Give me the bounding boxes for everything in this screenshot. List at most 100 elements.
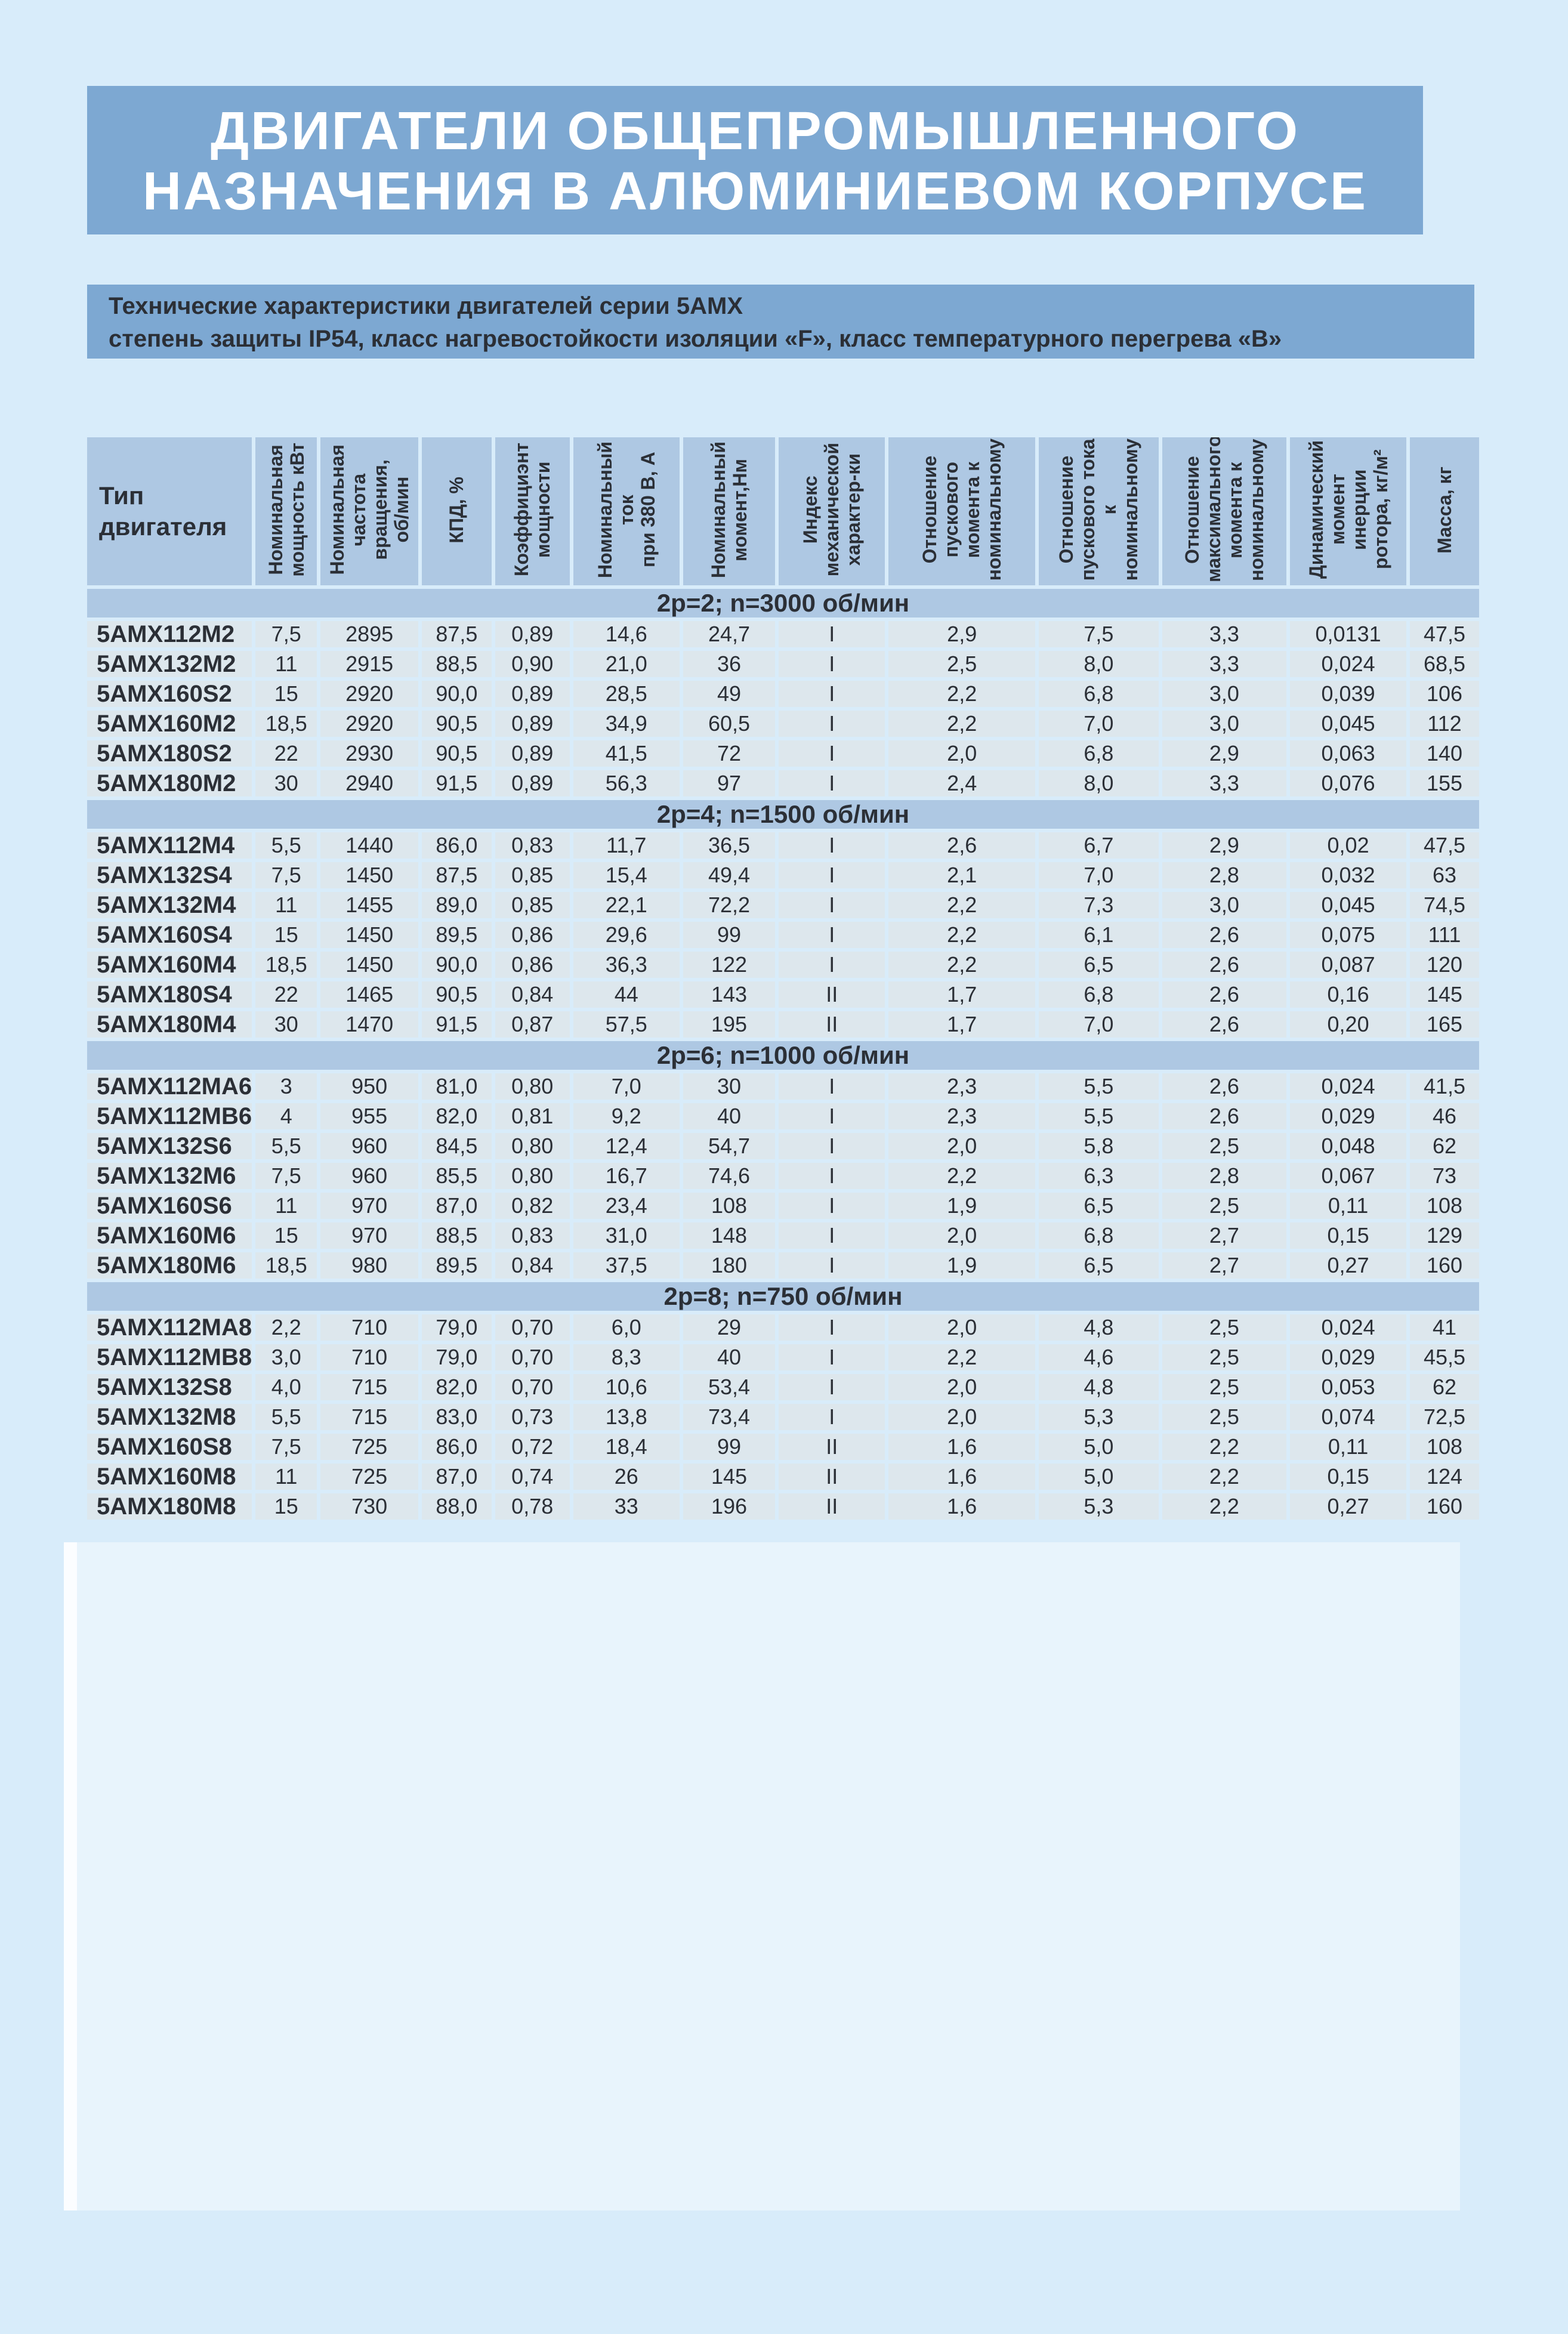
value-cell: 0,82 [495,1193,570,1219]
value-cell: 88,5 [421,1222,492,1249]
value-cell: 18,5 [255,711,317,737]
value-cell: 0,89 [495,740,570,767]
table-row: 5АМХ132S4 7,5 1450 87,5 0,85 15,4 49,4 I 2,1 7,0 2… [87,862,1479,888]
value-cell: 1,9 [888,1252,1036,1279]
value-cell: 36,3 [573,952,680,978]
table-row: 5АМХ132М8 5,5 715 83,0 0,73 13,8 73,4 I 2,0 5,3 2,… [87,1404,1479,1430]
value-cell: 2,6 [1162,922,1287,948]
value-cell: 7,3 [1039,892,1159,918]
table-row: 5АМХ160М4 18,5 1450 90,0 0,86 36,3 122 I 2,2 6,5 2… [87,952,1479,978]
value-cell: 195 [683,1011,776,1038]
value-cell: 160 [1409,1252,1479,1279]
value-cell: 970 [320,1193,418,1219]
value-cell: 15 [255,1493,317,1520]
value-cell: 2,6 [1162,1073,1287,1100]
value-cell: 2,3 [888,1103,1036,1129]
title-banner: ДВИГАТЕЛИ ОБЩЕПРОМЫШЛЕННОГО НАЗНАЧЕНИЯ В… [87,86,1423,234]
value-cell: 0,89 [495,681,570,707]
value-cell: 26 [573,1464,680,1490]
table-row: 5АМХ112МА6 3 950 81,0 0,80 7,0 30 I 2,3 5,5 2,6 0,0… [87,1073,1479,1100]
section-title: 2р=8; n=750 об/мин [87,1282,1479,1311]
motor-type-cell: 5АМХ180М4 [87,1011,252,1038]
value-cell: 106 [1409,681,1479,707]
motor-type-cell: 5АМХ112М4 [87,832,252,859]
value-cell: 28,5 [573,681,680,707]
value-cell: 2,2 [1162,1493,1287,1520]
value-cell: 7,5 [255,1163,317,1189]
value-cell: 2,2 [1162,1434,1287,1460]
value-cell: 0,27 [1290,1252,1406,1279]
value-cell: 83,0 [421,1404,492,1430]
value-cell: I [779,1222,885,1249]
value-cell: 2,2 [888,892,1036,918]
value-cell: 86,0 [421,832,492,859]
value-cell: 1465 [320,981,418,1008]
value-cell: 15 [255,922,317,948]
value-cell: 3 [255,1073,317,1100]
value-cell: 11 [255,1193,317,1219]
value-cell: 2,4 [888,770,1036,796]
value-cell: 2,8 [1162,1163,1287,1189]
value-cell: 1,6 [888,1434,1036,1460]
value-cell: 72 [683,740,776,767]
value-cell: I [779,1404,885,1430]
value-cell: 1,7 [888,981,1036,1008]
motor-type-cell: 5АМХ160S4 [87,922,252,948]
value-cell: I [779,1252,885,1279]
value-cell: 7,5 [1039,621,1159,647]
value-cell: 2,0 [888,1314,1036,1341]
value-cell: 9,2 [573,1103,680,1129]
value-cell: 108 [1409,1193,1479,1219]
value-cell: 81,0 [421,1073,492,1100]
value-cell: 5,5 [255,1404,317,1430]
value-cell: 0,87 [495,1011,570,1038]
value-cell: 47,5 [1409,621,1479,647]
value-cell: 2,5 [1162,1314,1287,1341]
value-cell: 63 [1409,862,1479,888]
value-cell: 8,0 [1039,770,1159,796]
value-cell: 2,5 [1162,1404,1287,1430]
value-cell: 129 [1409,1222,1479,1249]
column-header: Отношение максимального момента к номина… [1162,437,1287,585]
value-cell: 5,5 [1039,1073,1159,1100]
value-cell: 0,076 [1290,770,1406,796]
value-cell: 82,0 [421,1103,492,1129]
value-cell: 99 [683,1434,776,1460]
value-cell: 3,3 [1162,651,1287,677]
value-cell: I [779,1193,885,1219]
value-cell: 90,5 [421,711,492,737]
value-cell: 56,3 [573,770,680,796]
value-cell: 87,5 [421,621,492,647]
value-cell: 2,2 [888,681,1036,707]
value-cell: 0,15 [1290,1464,1406,1490]
value-cell: 79,0 [421,1314,492,1341]
motor-type-cell: 5АМХ160М2 [87,711,252,737]
value-cell: 0,024 [1290,651,1406,677]
value-cell: 13,8 [573,1404,680,1430]
motor-type-cell: 5АМХ180S2 [87,740,252,767]
value-cell: 33 [573,1493,680,1520]
value-cell: 7,0 [1039,862,1159,888]
value-cell: 36,5 [683,832,776,859]
value-cell: 180 [683,1252,776,1279]
table-row: 5АМХ132S6 5,5 960 84,5 0,80 12,4 54,7 I 2,0 5,8 2,… [87,1133,1479,1159]
value-cell: 2,6 [888,832,1036,859]
value-cell: 36 [683,651,776,677]
value-cell: 111 [1409,922,1479,948]
value-cell: 4,8 [1039,1314,1159,1341]
value-cell: 89,5 [421,922,492,948]
value-cell: 6,8 [1039,981,1159,1008]
value-cell: II [779,1464,885,1490]
table-row: 5АМХ180М6 18,5 980 89,5 0,84 37,5 180 I 1,9 6,5 2,… [87,1252,1479,1279]
value-cell: 6,8 [1039,1222,1159,1249]
column-header: Коэффициэнт мощности [495,437,570,585]
value-cell: 22,1 [573,892,680,918]
value-cell: 40 [683,1344,776,1370]
motor-type-cell: 5АМХ132S8 [87,1374,252,1400]
value-cell: 148 [683,1222,776,1249]
value-cell: 97 [683,770,776,796]
value-cell: 0,029 [1290,1344,1406,1370]
value-cell: 0,024 [1290,1314,1406,1341]
value-cell: 1455 [320,892,418,918]
motor-type-cell: 5АМХ132М8 [87,1404,252,1430]
